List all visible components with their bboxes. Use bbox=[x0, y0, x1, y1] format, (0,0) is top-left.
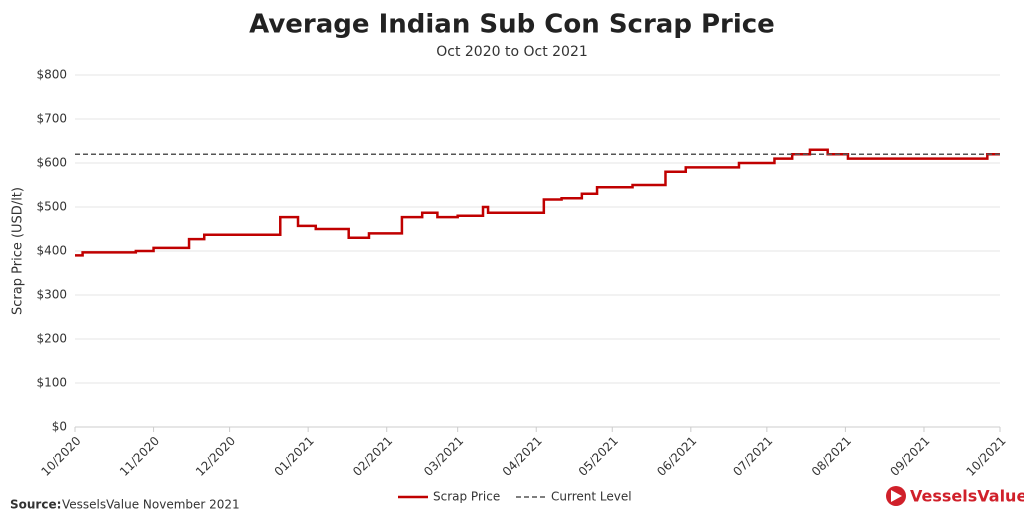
x-tick-label: 01/2021 bbox=[272, 434, 317, 479]
legend-label: Current Level bbox=[551, 490, 632, 504]
legend-item: Scrap Price bbox=[398, 490, 500, 504]
y-tick-label: $100 bbox=[36, 376, 67, 390]
y-tick-label: $0 bbox=[52, 420, 67, 434]
y-tick-label: $800 bbox=[36, 68, 67, 82]
x-tick-label: 10/2021 bbox=[963, 434, 1008, 479]
source-text: VesselsValue November 2021 bbox=[62, 498, 240, 512]
x-tick-label: 03/2021 bbox=[421, 434, 466, 479]
x-tick-label: 11/2020 bbox=[117, 434, 162, 479]
logo-text: VesselsValue bbox=[910, 487, 1024, 506]
legend-label: Scrap Price bbox=[433, 490, 500, 504]
legend-item: Current Level bbox=[516, 490, 632, 504]
y-tick-label: $600 bbox=[36, 156, 67, 170]
x-tick-label: 10/2020 bbox=[38, 434, 83, 479]
x-tick-label: 07/2021 bbox=[730, 434, 775, 479]
chart-subtitle: Oct 2020 to Oct 2021 bbox=[436, 44, 588, 60]
x-tick-label: 02/2021 bbox=[350, 434, 395, 479]
chart-title: Average Indian Sub Con Scrap Price bbox=[249, 10, 775, 40]
x-tick-label: 12/2020 bbox=[193, 434, 238, 479]
y-tick-label: $300 bbox=[36, 288, 67, 302]
x-tick-label: 08/2021 bbox=[809, 434, 854, 479]
x-tick-label: 06/2021 bbox=[654, 434, 699, 479]
y-tick-label: $400 bbox=[36, 244, 67, 258]
logo-icon-arrow bbox=[891, 490, 902, 502]
x-tick-label: 05/2021 bbox=[576, 434, 621, 479]
y-tick-label: $200 bbox=[36, 332, 67, 346]
y-tick-label: $700 bbox=[36, 112, 67, 126]
y-axis-label: Scrap Price (USD/lt) bbox=[11, 187, 26, 315]
line-series bbox=[75, 148, 1000, 257]
logo: VesselsValue bbox=[886, 486, 1024, 506]
y-tick-label: $500 bbox=[36, 200, 67, 214]
x-tick-label: 09/2021 bbox=[887, 434, 932, 479]
x-tick-label: 04/2021 bbox=[500, 434, 545, 479]
source-label: Source: bbox=[10, 498, 61, 512]
